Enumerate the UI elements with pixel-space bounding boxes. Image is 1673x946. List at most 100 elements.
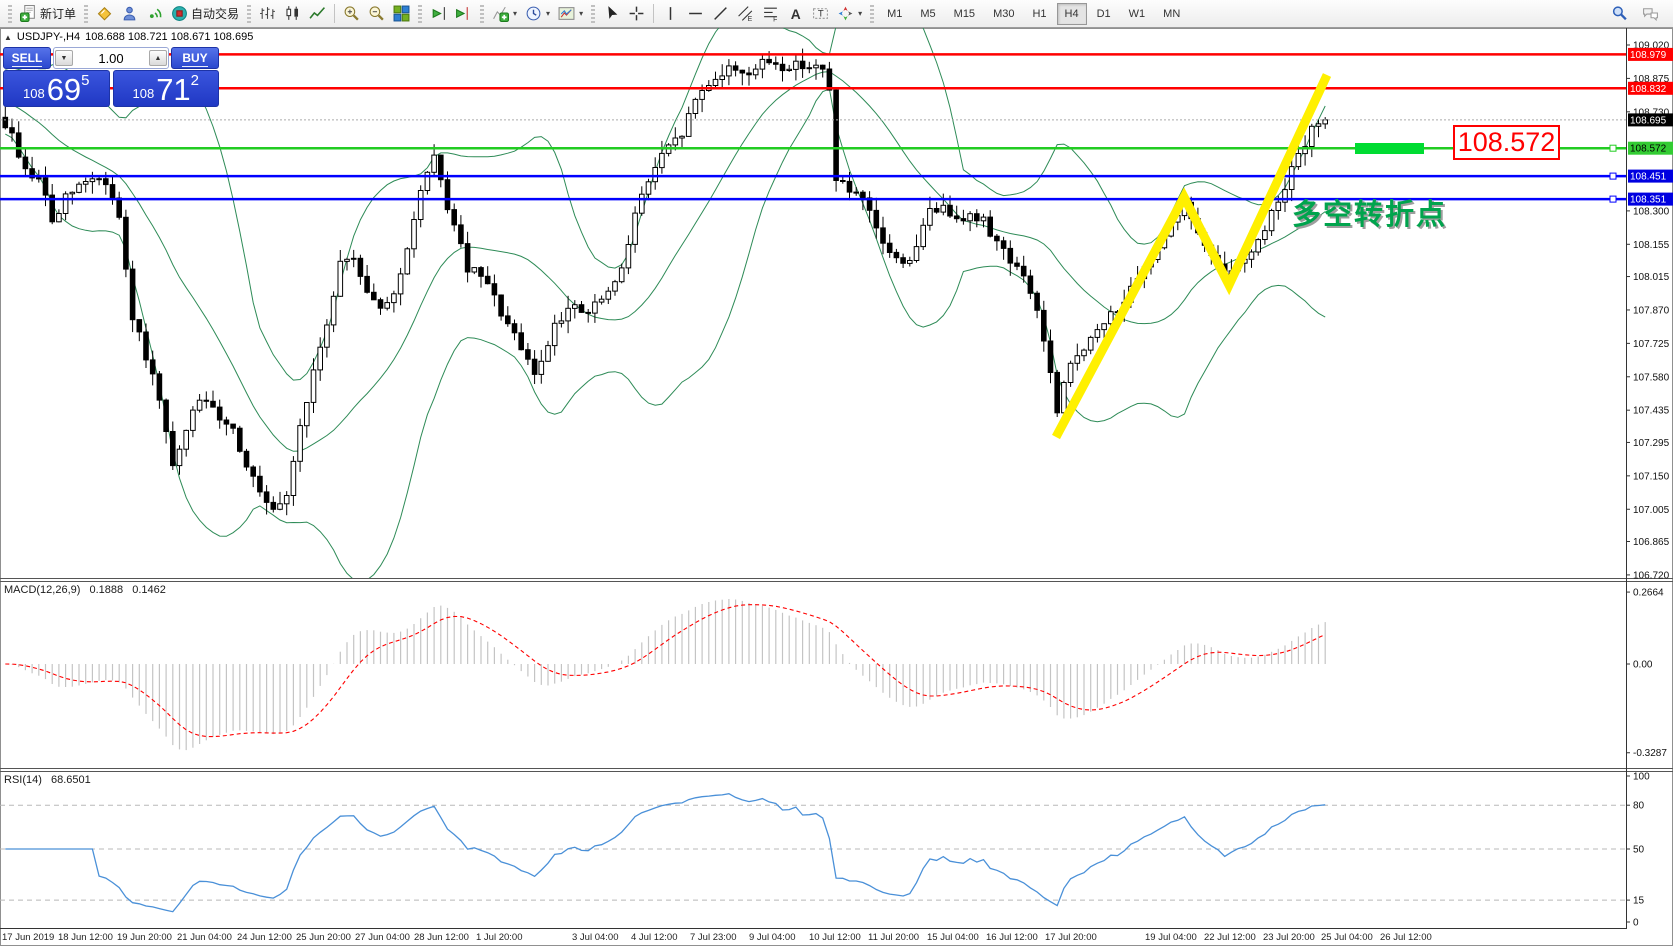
svg-text:F: F [773, 16, 777, 22]
toolbar: 新订单 自动交易 ▾ ▾ ▾ E F A T ▾ M1 M5 M15 M30 H1 H4 D1 W1 MN [0, 0, 1673, 28]
time-axis-label: 21 Jun 04:00 [177, 932, 232, 943]
bar-chart-button[interactable] [255, 2, 280, 26]
timeframe-h1[interactable]: H1 [1024, 3, 1054, 25]
arrows-icon [837, 5, 854, 22]
candlestick-chart-icon [284, 5, 301, 22]
timeframe-w1[interactable]: W1 [1121, 3, 1154, 25]
horizontal-line-icon [687, 5, 704, 22]
time-axis-label: 24 Jun 12:00 [237, 932, 292, 943]
volume-value[interactable]: 1.00 [98, 50, 124, 66]
channel-icon: E [737, 5, 754, 22]
time-axis-label: 9 Jul 04:00 [749, 932, 795, 943]
zoom-out-button[interactable] [364, 2, 389, 26]
horizontal-line-button[interactable] [683, 2, 708, 26]
timeframe-m30[interactable]: M30 [985, 3, 1022, 25]
chart-shift-button[interactable] [451, 2, 476, 26]
indicators-button[interactable]: ▾ [488, 2, 521, 26]
auto-scroll-button[interactable] [426, 2, 451, 26]
macd-tick-label: 0.2664 [1633, 588, 1664, 599]
sell-button[interactable]: SELL [3, 47, 51, 69]
timeframe-mn[interactable]: MN [1155, 3, 1188, 25]
timeframe-h4[interactable]: H4 [1056, 2, 1087, 25]
search-button[interactable] [1607, 2, 1632, 26]
fibonacci-button[interactable]: F [758, 2, 783, 26]
candlestick-chart-button[interactable] [280, 2, 305, 26]
time-axis-label: 26 Jul 12:00 [1380, 932, 1432, 943]
tile-windows-button[interactable] [389, 2, 414, 26]
price-badge-label: 108.572 [1630, 144, 1667, 155]
signals-button[interactable] [142, 2, 167, 26]
time-axis-label: 17 Jun 2019 [2, 932, 54, 943]
sell-price[interactable]: 108 69 5 [3, 70, 110, 107]
line-chart-button[interactable] [305, 2, 330, 26]
price-badge-label: 108.979 [1630, 50, 1667, 61]
dropdown-arrow-icon[interactable]: ▾ [546, 9, 551, 18]
cursor-icon [603, 5, 620, 22]
autotrading-button[interactable]: 自动交易 [167, 2, 243, 26]
price-annotation-box[interactable]: 108.572 [1453, 125, 1560, 160]
metaeditor-button[interactable] [92, 2, 117, 26]
one-click-trading-panel: SELL ▼ 1.00 ▲ BUY 108 69 5 108 [3, 47, 219, 107]
time-axis-label: 7 Jul 23:00 [690, 932, 736, 943]
fibonacci-icon: F [762, 5, 779, 22]
trendline-button[interactable] [708, 2, 733, 26]
buy-price[interactable]: 108 71 2 [112, 70, 219, 107]
price-badge-label: 108.695 [1630, 115, 1667, 126]
symbol-info: ▲ USDJPY-,H4 108.688 108.721 108.671 108… [4, 31, 253, 43]
volume-increase-button[interactable]: ▲ [149, 50, 167, 66]
time-axis-label: 28 Jun 12:00 [414, 932, 469, 943]
autotrading-button-label: 自动交易 [191, 7, 240, 21]
level-handle[interactable] [1609, 144, 1617, 152]
volume-stepper[interactable]: ▼ 1.00 ▲ [53, 47, 169, 69]
sell-button-label: SELL [11, 51, 43, 67]
price-tick-label: 108.875 [1633, 74, 1670, 85]
timeframe-m15[interactable]: M15 [946, 3, 983, 25]
timeframe-m1[interactable]: M1 [879, 3, 910, 25]
templates-button[interactable]: ▾ [554, 2, 587, 26]
volume-decrease-button[interactable]: ▼ [55, 50, 73, 66]
toolbar-grip [480, 4, 485, 23]
macd-name: MACD(12,26,9) [4, 584, 81, 596]
text-button[interactable]: A [783, 2, 808, 26]
community-button[interactable] [117, 2, 142, 26]
timeframe-m5[interactable]: M5 [912, 3, 943, 25]
time-axis-label: 4 Jul 12:00 [631, 932, 677, 943]
bar-chart-icon [259, 5, 276, 22]
new-order-button[interactable]: 新订单 [16, 2, 80, 26]
vertical-line-icon [662, 5, 679, 22]
vertical-line-button[interactable] [658, 2, 683, 26]
level-handle[interactable] [1609, 172, 1617, 180]
price-tick-label: 106.720 [1633, 570, 1670, 581]
channel-button[interactable]: E [733, 2, 758, 26]
indicators-icon [492, 5, 510, 22]
dropdown-arrow-icon[interactable]: ▾ [513, 9, 518, 18]
autotrading-icon [171, 5, 188, 22]
chat-button[interactable] [1638, 2, 1663, 26]
templates-icon [558, 5, 575, 22]
trendline-icon [712, 5, 729, 22]
arrows-button[interactable]: ▾ [833, 2, 866, 26]
toolbar-separator [653, 4, 655, 23]
trade-panel-collapse-icon[interactable]: ▲ [4, 32, 12, 42]
price-chart[interactable]: 109.020 108.875 108.730 108.300 108.155 108.0… [0, 28, 1673, 946]
price-badge [1628, 81, 1673, 95]
periods-button[interactable]: ▾ [521, 2, 554, 26]
timeframe-d1[interactable]: D1 [1089, 3, 1119, 25]
zoom-in-button[interactable] [339, 2, 364, 26]
dropdown-arrow-icon[interactable]: ▾ [858, 9, 863, 18]
price-axis[interactable]: 109.020 108.875 108.730 108.300 108.155 108.0… [0, 28, 1673, 943]
crosshair-button[interactable] [624, 2, 649, 26]
rsi-tick-label: 15 [1633, 896, 1645, 907]
cursor-button[interactable] [599, 2, 624, 26]
buy-button[interactable]: BUY [171, 47, 219, 69]
buy-price-pip: 2 [190, 72, 200, 89]
text-label-button[interactable]: T [808, 2, 833, 26]
time-axis-label: 25 Jun 20:00 [296, 932, 351, 943]
toolbar-grip [8, 4, 12, 23]
level-highlight[interactable] [1355, 143, 1424, 154]
level-handle[interactable] [1609, 195, 1617, 203]
dropdown-arrow-icon[interactable]: ▾ [579, 9, 584, 18]
trend-zigzag[interactable] [1052, 73, 1332, 440]
pivot-annotation-text[interactable]: 多空转折点 [1292, 199, 1448, 231]
time-axis-label: 23 Jul 20:00 [1263, 932, 1315, 943]
